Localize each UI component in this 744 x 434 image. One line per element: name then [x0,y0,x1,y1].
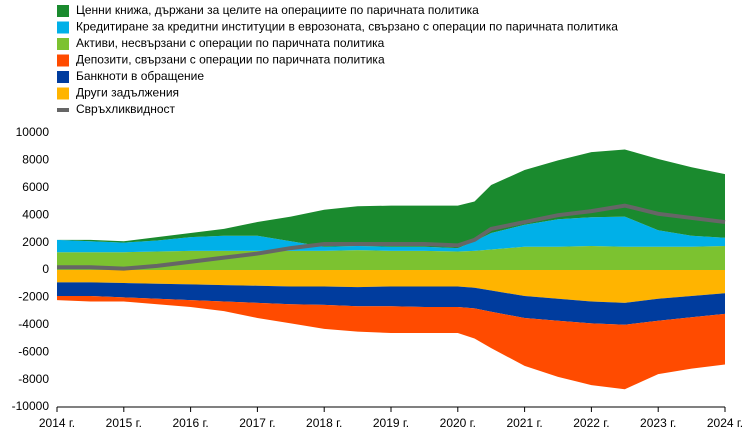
legend-swatch [57,54,69,67]
legend-swatch [57,5,69,17]
area [57,216,725,253]
y-tick-label: 8000 [22,153,49,167]
y-tick-label: 4000 [22,207,49,221]
legend-label: Ценни книжа, държани за целите на операц… [76,3,479,17]
line [57,203,726,271]
legend-label: Активи, несвързани с операции по парична… [76,36,385,50]
x-tick-label: 2022 г. [573,416,609,430]
x-tick-label: 2021 г. [506,416,542,430]
area [57,282,725,325]
x-tick-label: 2019 г. [373,416,409,430]
y-tick-label: 10000 [16,125,50,139]
y-tick-label: -4000 [18,317,49,331]
y-tick-label: 6000 [22,180,49,194]
legend-swatch [57,38,69,50]
legend-swatch [57,21,69,34]
area [57,246,725,270]
x-tick-label: 2016 г. [172,416,208,430]
legend-swatch [57,87,69,100]
area [57,149,725,249]
y-tick-label: 0 [42,262,49,276]
legend-label: Банкноти в обращение [76,69,204,83]
legend-swatch [57,71,69,83]
x-tick-label: 2018 г. [306,416,342,430]
x-tick-label: 2020 г. [440,416,476,430]
area [57,296,725,390]
legend-label: Свръхликвидност [76,102,176,116]
x-tick-label: 2014 г. [39,416,75,430]
legend-label: Кредитиране за кредитни институции в евр… [76,20,618,34]
x-tick-label: 2023 г. [640,416,676,430]
y-tick-label: -10000 [12,399,50,413]
x-tick-label: 2024 г. [707,416,743,430]
legend-swatch [57,108,69,112]
x-tick-label: 2015 г. [106,416,142,430]
legend-label: Други задължения [76,86,179,100]
x-tick-label: 2017 г. [239,416,275,430]
legend-label: Депозити, свързани с операции по парична… [76,53,385,67]
y-tick-label: -2000 [18,290,49,304]
y-tick-label: -8000 [18,372,49,386]
y-tick-label: -6000 [18,344,49,358]
y-tick-label: 2000 [22,235,49,249]
